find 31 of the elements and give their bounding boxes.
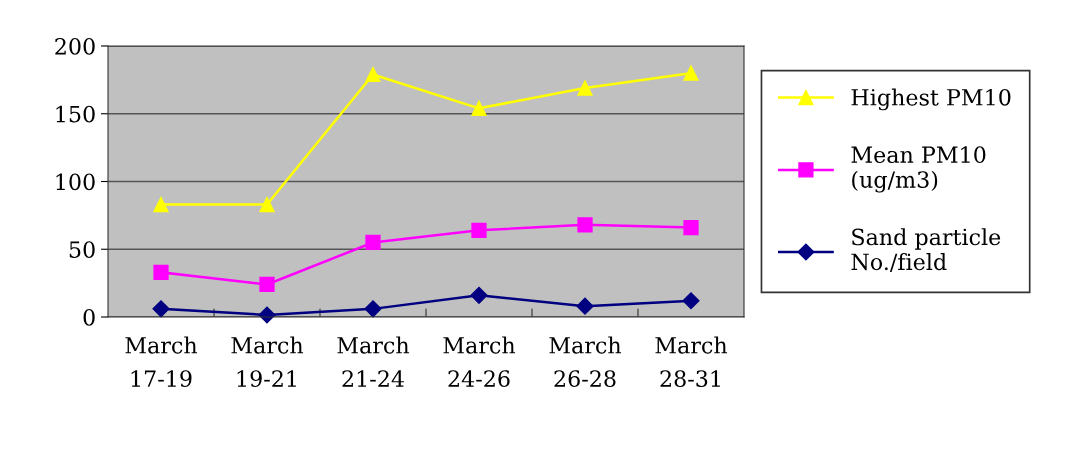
point xyxy=(470,286,488,304)
y-tick-label: 0 xyxy=(83,308,95,326)
y-tick-label: 150 xyxy=(56,105,95,123)
y-tick-label: 100 xyxy=(56,173,95,191)
point xyxy=(259,276,275,293)
point xyxy=(365,234,381,251)
point xyxy=(471,222,487,238)
x-tick-label: March 21-24 xyxy=(337,336,410,387)
point xyxy=(577,80,593,96)
legend-label: Highest PM10 xyxy=(851,88,1011,111)
legend-label: Sand particle No./field xyxy=(851,228,1001,272)
x-tick-label: March 28-31 xyxy=(655,336,728,387)
legend-label: Mean PM10 (ug/m3) xyxy=(851,146,986,193)
point xyxy=(259,196,275,213)
y-tick-label: 50 xyxy=(69,241,95,259)
point xyxy=(471,100,487,116)
x-tick-label: March 26-28 xyxy=(549,336,622,387)
y-tick-label: 200 xyxy=(55,37,95,55)
point xyxy=(152,300,170,318)
x-tick-label: March 17-19 xyxy=(125,336,198,387)
point xyxy=(576,297,594,315)
point xyxy=(153,196,169,213)
point xyxy=(364,300,382,318)
point xyxy=(682,292,700,310)
point xyxy=(365,66,381,83)
point xyxy=(683,219,699,236)
x-tick-label: March 19-21 xyxy=(231,336,304,387)
point xyxy=(683,65,699,81)
point xyxy=(153,264,169,280)
point xyxy=(577,217,593,233)
x-tick-label: March 24-26 xyxy=(443,336,516,387)
